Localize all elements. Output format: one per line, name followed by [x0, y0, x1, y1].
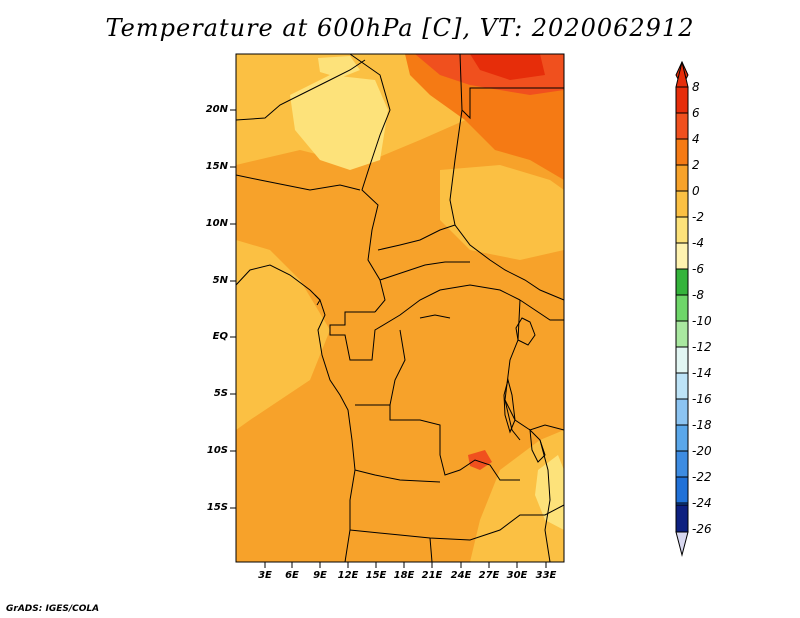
lon-label: 24E: [450, 570, 472, 581]
border-line-3: [235, 174, 361, 191]
colorbar-label: -6: [692, 262, 704, 276]
colorbar-label: 8: [692, 80, 700, 94]
colorbar-label: -12: [692, 340, 712, 354]
river-segment: [419, 314, 451, 319]
border-line-8: [379, 261, 470, 281]
temp-region-hot-core: [470, 54, 545, 80]
temp-region-cool-north: [290, 75, 388, 170]
border-line-16: [519, 299, 564, 321]
colorbar-swatch: [675, 504, 689, 533]
coastline: [235, 264, 356, 563]
temp-region-mild-east: [440, 165, 564, 260]
lat-label: 10N: [205, 218, 228, 229]
border-line-12: [354, 469, 441, 483]
colorbar-swatch: [675, 216, 689, 244]
temp-region-cool-northwest: [318, 56, 360, 78]
colorbar-label: 4: [692, 132, 700, 146]
colorbar-swatch: [675, 346, 689, 374]
colorbar-label: -16: [692, 392, 712, 406]
lat-label: 5N: [212, 275, 228, 286]
map-title: Temperature at 600hPa [C], VT: 202006291…: [105, 14, 695, 42]
colorbar-label: 6: [692, 106, 700, 120]
colorbar-top-triangle: [675, 61, 689, 88]
colorbar-label: -26: [692, 522, 712, 536]
lat-ticks: [230, 109, 236, 509]
colorbar-swatch: [675, 294, 689, 322]
colorbar-label: -24: [692, 496, 712, 510]
colorbar-label: -2: [692, 210, 704, 224]
border-line-1: [349, 53, 391, 313]
colorbar-swatch: [675, 190, 689, 218]
colorbar-swatch: [675, 320, 689, 348]
border-line-15: [539, 439, 551, 563]
lake-malawi: [529, 428, 546, 463]
lon-label: 6E: [285, 570, 299, 581]
lat-label: 10S: [206, 445, 228, 456]
lon-label: 30E: [506, 570, 528, 581]
border-line-13: [349, 504, 565, 541]
colorbar-label: -20: [692, 444, 712, 458]
colorbar-label: -10: [692, 314, 712, 328]
lon-label: 15E: [365, 570, 387, 581]
colorbar-label: -4: [692, 236, 704, 250]
colorbar-label: -14: [692, 366, 712, 380]
border-line-2: [235, 59, 366, 121]
lon-label: 9E: [313, 570, 327, 581]
map-frame: [235, 53, 565, 563]
lon-label: 27E: [478, 570, 500, 581]
colorbar-swatch: [675, 424, 689, 452]
colorbar-swatch: [675, 476, 689, 504]
lake-victoria: [515, 317, 536, 346]
lon-label: 33E: [535, 570, 557, 581]
colorbar-swatch: [675, 112, 689, 140]
colorbar-bottom-arrow: [675, 531, 689, 557]
border-line-10: [355, 329, 406, 406]
island: [314, 294, 321, 306]
footer-credit: GrADS: IGES/COLA: [6, 604, 100, 614]
lat-label: 20N: [205, 104, 228, 115]
colorbar-label: -22: [692, 470, 712, 484]
colorbar-swatch: [675, 268, 689, 296]
colorbar-swatch: [675, 164, 689, 192]
colorbar-swatch: [675, 138, 689, 166]
colorbar-swatch: [675, 242, 689, 270]
border-line-11: [389, 405, 520, 481]
colorbar-label: -18: [692, 418, 712, 432]
country-borders: [235, 53, 565, 563]
border-line-7: [329, 284, 521, 361]
colorbar-swatch: [675, 398, 689, 426]
colorbar-label: 2: [692, 158, 700, 172]
border-line-14: [429, 537, 433, 563]
colorbar-label: -8: [692, 288, 704, 302]
lon-label: 12E: [337, 570, 359, 581]
lat-label: EQ: [212, 331, 228, 342]
lon-ticks: [264, 562, 547, 568]
temp-region-mild-west: [236, 240, 330, 430]
colorbar-swatch: [675, 450, 689, 478]
temp-region-mild-south: [470, 430, 564, 562]
temp-region-hot-spot: [468, 450, 492, 470]
colorbar-swatch: [675, 372, 689, 400]
colorbar: [675, 60, 689, 557]
lon-label: 18E: [393, 570, 415, 581]
colorbar-label: 0: [692, 184, 700, 198]
border-line-5: [449, 109, 565, 301]
border-line-6: [377, 224, 456, 251]
lon-label: 3E: [258, 570, 272, 581]
lon-label: 21E: [421, 570, 443, 581]
lat-label: 15S: [206, 502, 228, 513]
lat-label: 5S: [213, 388, 228, 399]
colorbar-swatch: [675, 86, 689, 114]
temperature-map: [235, 53, 565, 563]
lake-tanganyika: [503, 378, 516, 434]
lat-label: 15N: [205, 161, 228, 172]
border-line-4: [459, 53, 564, 120]
